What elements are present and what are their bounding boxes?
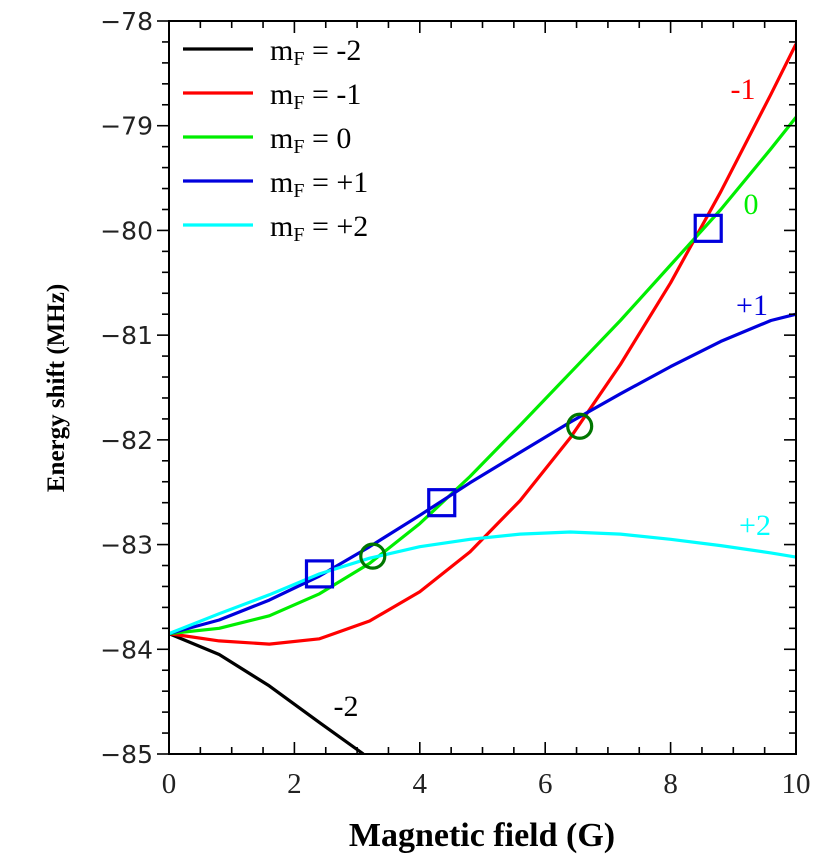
y-tick-label: −84 [100,635,153,664]
x-axis-title: Magnetic field (G) [349,817,615,854]
legend-entry: mF = +2 [270,210,368,246]
crossing-markers [304,213,723,589]
x-tick-label: 6 [538,768,553,800]
axis-ticks [157,20,797,755]
x-tick-label: 2 [287,768,302,800]
series-label: -2 [334,690,359,723]
series-label: +1 [736,289,768,322]
series-line [169,312,796,636]
y-tick-label: −81 [100,321,153,350]
crossing-square-marker [693,213,723,243]
x-tick-label: 10 [782,768,811,800]
crossing-square-marker [304,559,335,589]
legend-entry: mF = 0 [270,122,351,158]
y-tick-label: −83 [100,531,153,560]
crossing-circle-marker [359,542,387,570]
x-tick-label: 8 [663,768,678,800]
x-tick-label: 0 [162,768,177,800]
y-tick-label: −82 [100,426,153,455]
series-label: +2 [739,509,771,542]
y-axis-title: Energy shift (MHz) [43,284,70,492]
x-tick-label: 4 [413,768,428,800]
series-curves [169,43,796,754]
y-tick-label: −79 [100,112,153,141]
series-line [169,530,796,636]
series-line [169,116,796,636]
y-tick-label: −85 [100,740,153,769]
legend-entry: mF = -1 [270,78,361,114]
series-label: -1 [731,73,756,106]
series-line [169,43,796,646]
series-labels: -2 -1 0 +1 +2 [334,73,771,723]
series-label: 0 [744,188,759,221]
crossing-circle-marker [566,412,594,440]
legend-entry: mF = +1 [270,166,368,202]
crossing-square-marker [427,488,457,518]
tick-labels: 0 2 4 6 8 10 −85 −84 −83 −82 −81 −80 −79 −78 [100,7,810,800]
y-tick-label: −80 [100,216,153,245]
legend-entry: mF = -2 [270,34,361,70]
y-tick-label: −78 [100,7,153,36]
series-line [169,632,365,754]
legend: mF = -2 mF = -1 mF = 0 mF = +1 mF = +2 [183,34,368,246]
